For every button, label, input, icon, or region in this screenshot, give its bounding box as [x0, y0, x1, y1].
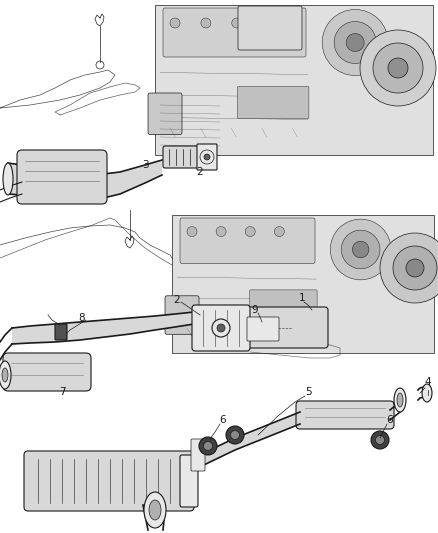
FancyBboxPatch shape — [247, 317, 279, 341]
Polygon shape — [12, 312, 194, 344]
Text: 5: 5 — [305, 387, 311, 397]
Circle shape — [334, 21, 376, 63]
Text: 9: 9 — [252, 305, 258, 315]
Ellipse shape — [2, 368, 8, 382]
Ellipse shape — [394, 388, 406, 412]
Text: 4: 4 — [425, 377, 431, 387]
Circle shape — [204, 441, 212, 450]
Ellipse shape — [149, 500, 161, 520]
FancyBboxPatch shape — [163, 146, 202, 168]
FancyBboxPatch shape — [191, 439, 205, 471]
Circle shape — [341, 230, 380, 269]
FancyBboxPatch shape — [3, 353, 91, 391]
Circle shape — [322, 10, 388, 76]
FancyBboxPatch shape — [165, 296, 199, 334]
FancyBboxPatch shape — [180, 455, 198, 507]
Circle shape — [346, 34, 364, 52]
Bar — [155, 5, 433, 155]
Circle shape — [187, 227, 197, 237]
Circle shape — [352, 241, 369, 258]
Polygon shape — [8, 160, 162, 200]
Circle shape — [375, 435, 385, 445]
Circle shape — [380, 233, 438, 303]
Circle shape — [232, 18, 242, 28]
Polygon shape — [190, 412, 300, 472]
Circle shape — [245, 227, 255, 237]
Circle shape — [201, 18, 211, 28]
Circle shape — [170, 18, 180, 28]
Text: 6: 6 — [387, 415, 393, 425]
Text: 2: 2 — [197, 167, 203, 177]
Circle shape — [199, 437, 217, 455]
Text: 1: 1 — [299, 293, 305, 303]
FancyBboxPatch shape — [148, 93, 182, 134]
FancyBboxPatch shape — [250, 290, 317, 319]
Circle shape — [371, 431, 389, 449]
Ellipse shape — [144, 492, 166, 528]
Circle shape — [216, 227, 226, 237]
FancyBboxPatch shape — [192, 305, 250, 351]
Ellipse shape — [3, 163, 13, 195]
FancyBboxPatch shape — [197, 144, 217, 170]
Text: 2: 2 — [174, 295, 180, 305]
Circle shape — [360, 30, 436, 106]
FancyBboxPatch shape — [55, 324, 67, 340]
FancyBboxPatch shape — [296, 401, 394, 429]
Circle shape — [263, 18, 273, 28]
Ellipse shape — [0, 361, 11, 389]
Circle shape — [373, 43, 423, 93]
FancyBboxPatch shape — [238, 6, 302, 50]
Circle shape — [217, 324, 225, 332]
FancyBboxPatch shape — [17, 150, 107, 204]
FancyBboxPatch shape — [163, 8, 306, 57]
Circle shape — [212, 319, 230, 337]
Text: 6: 6 — [220, 415, 226, 425]
Ellipse shape — [422, 384, 432, 402]
Circle shape — [204, 154, 210, 160]
Circle shape — [274, 227, 284, 237]
Circle shape — [393, 246, 437, 290]
Circle shape — [330, 219, 391, 280]
Bar — [172, 215, 434, 353]
Circle shape — [388, 58, 408, 78]
FancyBboxPatch shape — [247, 307, 328, 348]
Text: 8: 8 — [79, 313, 85, 323]
Circle shape — [230, 431, 240, 440]
Text: 3: 3 — [141, 160, 148, 170]
FancyBboxPatch shape — [237, 86, 309, 118]
FancyBboxPatch shape — [24, 451, 194, 511]
Text: 7: 7 — [59, 387, 65, 397]
Ellipse shape — [397, 393, 403, 407]
FancyBboxPatch shape — [180, 218, 315, 263]
Circle shape — [226, 426, 244, 444]
Circle shape — [406, 259, 424, 277]
